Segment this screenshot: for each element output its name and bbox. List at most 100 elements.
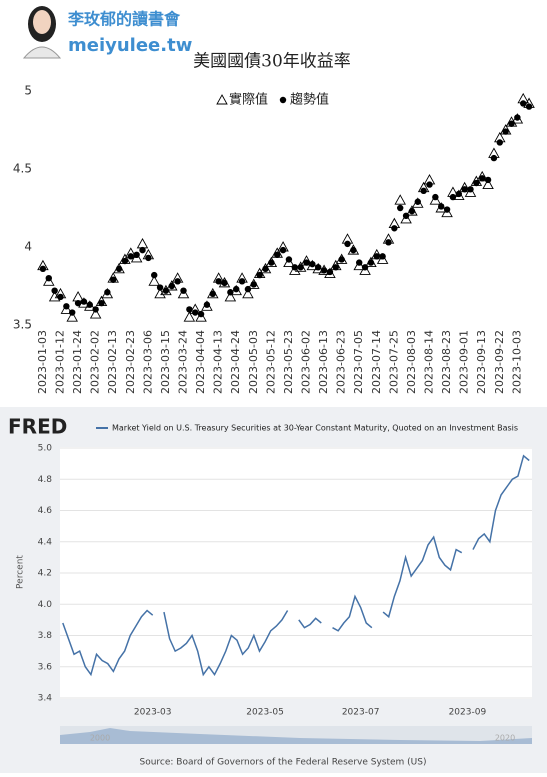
navigator-label: 2000 — [90, 734, 110, 743]
x-tick-label: 2023-01-24 — [71, 330, 84, 394]
y-tick-label: 5.0 — [38, 444, 53, 454]
dot — [197, 310, 205, 318]
dot — [57, 293, 64, 301]
dot — [209, 290, 216, 297]
y-tick-label: 3.5 — [13, 318, 32, 332]
x-tick-label: 2023-01-03 — [36, 330, 49, 394]
x-tick-label: 2023-09-22 — [493, 330, 506, 394]
triangle — [130, 251, 143, 263]
line — [382, 535, 463, 619]
triangle — [148, 275, 160, 286]
dot — [127, 253, 134, 260]
x-tick-label: 2023-04-13 — [212, 330, 225, 394]
triangle — [464, 186, 477, 197]
triangle — [376, 253, 389, 264]
dot — [303, 259, 310, 266]
dot — [233, 285, 240, 293]
triangle — [482, 178, 494, 190]
dot — [356, 259, 363, 266]
dot — [74, 299, 82, 307]
x-tick-label: 2023-04-24 — [229, 330, 242, 394]
dot — [168, 282, 175, 290]
dot — [326, 268, 334, 276]
dot — [344, 240, 351, 248]
triangle — [177, 287, 190, 299]
dot — [338, 256, 345, 263]
dot — [455, 190, 462, 198]
triangle — [289, 264, 301, 275]
triangle — [224, 290, 237, 302]
dot — [104, 289, 111, 296]
dot — [203, 301, 211, 308]
line — [472, 454, 530, 550]
dot — [484, 176, 492, 184]
dot — [238, 278, 246, 285]
y-tick-label: 3.8 — [38, 631, 53, 641]
y-tick-label: 4.2 — [38, 569, 52, 579]
x-tick-label: 2023-06-02 — [300, 330, 313, 394]
dot — [162, 287, 170, 294]
triangle — [394, 194, 406, 205]
dot — [139, 246, 146, 254]
dot — [221, 279, 228, 287]
dot — [279, 246, 287, 254]
triangle — [429, 194, 442, 205]
dot — [385, 239, 392, 246]
x-tick-label: 2023-08-14 — [423, 330, 436, 394]
triangle — [353, 259, 365, 271]
dot — [51, 287, 58, 294]
x-tick-label: 2023-07-25 — [387, 330, 400, 394]
x-tick-label: 2023-09-13 — [475, 330, 488, 394]
dot — [467, 186, 474, 193]
dot — [39, 265, 47, 273]
dot — [98, 299, 105, 307]
dot — [180, 287, 187, 294]
y-tick-label: 4 — [24, 240, 32, 254]
dot — [461, 186, 468, 193]
dot — [192, 309, 199, 316]
dot — [391, 225, 398, 232]
dot — [350, 246, 357, 254]
triangle — [48, 290, 61, 302]
dot — [420, 187, 427, 195]
dot — [262, 265, 269, 273]
y-tick-label: 4.5 — [13, 162, 32, 176]
x-tick-label: 2023-05 — [246, 708, 284, 718]
dot — [408, 207, 416, 215]
line — [163, 610, 289, 677]
source: Source: Board of Governors of the Federa… — [140, 758, 427, 768]
dot — [63, 303, 70, 310]
y-tick-label: 4.8 — [38, 475, 53, 485]
dot — [496, 139, 503, 146]
x-tick-label: 2023-03-24 — [177, 330, 190, 394]
triangle — [154, 287, 166, 299]
y-tick-label: 4.6 — [38, 506, 53, 516]
dot — [297, 264, 304, 271]
dot — [215, 278, 222, 285]
dot — [332, 264, 339, 271]
x-tick-label: 2023-07-05 — [352, 330, 365, 394]
x-tick-label: 2023-09 — [449, 708, 487, 718]
x-tick-label: 2023-08-23 — [440, 330, 453, 394]
x-tick-label: 2023-07-14 — [370, 330, 383, 394]
dot — [320, 267, 328, 274]
dot — [443, 206, 451, 213]
triangle — [242, 287, 254, 299]
dot — [69, 309, 76, 316]
dot — [449, 193, 457, 201]
dot — [115, 265, 123, 273]
x-tick-label: 2023-03-15 — [159, 330, 172, 394]
dot — [490, 154, 498, 162]
triangle — [359, 264, 371, 275]
dot — [274, 251, 281, 258]
dot — [80, 298, 88, 305]
x-tick-label: 2023-07 — [342, 708, 380, 718]
dot — [227, 289, 234, 296]
triangle — [183, 311, 196, 322]
dot — [525, 103, 533, 110]
y-tick-label: 5 — [24, 84, 32, 98]
dot — [367, 259, 375, 266]
dot — [397, 204, 404, 212]
x-tick-label: 2023-05-23 — [282, 330, 295, 394]
